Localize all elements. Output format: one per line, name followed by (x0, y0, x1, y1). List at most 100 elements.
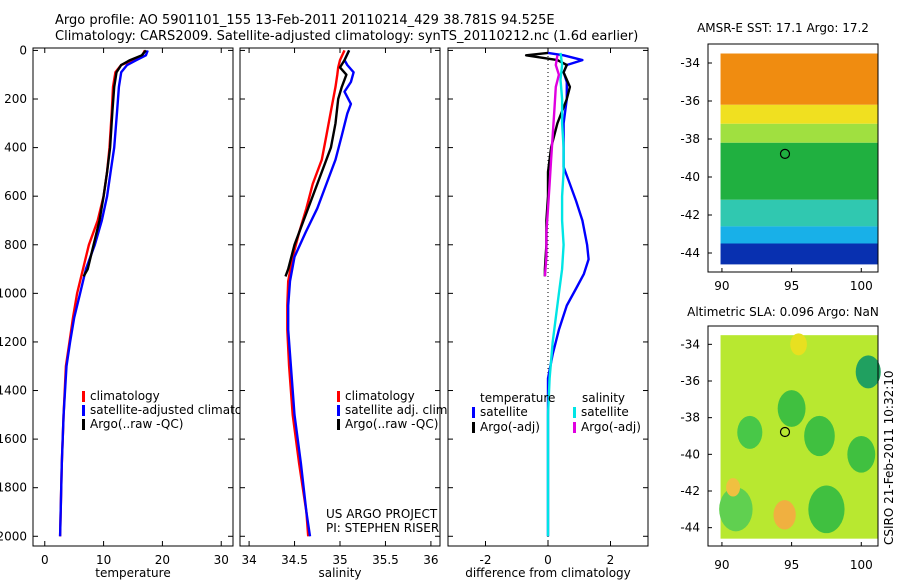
temperature-xtick-label: 10 (96, 553, 111, 567)
salinity-xtick-label: 35.5 (372, 553, 399, 567)
sla-blob (719, 487, 753, 532)
map-ytick-label: -42 (680, 208, 700, 222)
depth-tick-label: 200 (4, 92, 27, 106)
sst-band (720, 142, 878, 200)
temperature-xlabel: temperature (95, 566, 170, 580)
legend-swatch (573, 407, 576, 418)
annotation-line: PI: STEPHEN RISER (326, 521, 439, 535)
legend-label: Argo(..raw -QC) (345, 417, 438, 431)
map-ytick-label: -36 (680, 374, 700, 388)
sla-blob (804, 415, 835, 457)
map-ytick-label: -42 (680, 484, 700, 498)
legend-swatch (82, 405, 85, 416)
sla-blob (726, 478, 741, 497)
depth-tick-label: 1600 (0, 432, 27, 446)
sst_map-frame (707, 43, 879, 273)
legend-label: Argo(-adj) (581, 420, 641, 434)
sla-blob (847, 436, 876, 473)
legend-swatch (573, 422, 576, 433)
sla-blob (773, 500, 796, 530)
depth-tick-label: 0 (19, 43, 27, 57)
legend-swatch (337, 405, 340, 416)
map-ytick-label: -38 (680, 411, 700, 425)
temperature-xtick-label: 30 (214, 553, 229, 567)
sla_map-title: Altimetric SLA: 0.096 Argo: NaN (687, 305, 879, 319)
salinity-xtick-label: 36 (423, 553, 438, 567)
map-ytick-label: -38 (680, 132, 700, 146)
map-ytick-label: -36 (680, 94, 700, 108)
map-xtick-label: 100 (850, 279, 873, 293)
map-xtick-label: 100 (850, 558, 873, 572)
temperature-panel: 0 10 20 30 0 200 400 600 800 1000 1200 1400 1600 1800… (0, 43, 268, 580)
sst-band (720, 53, 878, 105)
legend-swatch (337, 419, 340, 430)
difference-xlabel: difference from climatology (465, 566, 631, 580)
legend-label: satellite adj. clim. (345, 403, 451, 417)
map-ytick-label: -40 (680, 170, 700, 184)
difference-xtick-label: 2 (607, 553, 615, 567)
sst-band (720, 104, 878, 124)
legend-title-temperature: temperature (480, 391, 555, 405)
sst_map-title: AMSR-E SST: 17.1 Argo: 17.2 (697, 21, 869, 35)
legend-swatch (337, 391, 340, 402)
sst_map-panel: -34 -36 -38 -40 -42 -44 90 95 100 AMSR-E SST: 17.… (680, 21, 879, 293)
legend-label: satellite (480, 405, 528, 419)
series-line-satellite-adjusted-climatology (58, 49, 149, 537)
sla-blob (777, 390, 806, 427)
map-ytick-label: -40 (680, 447, 700, 461)
sla-blob (790, 333, 807, 356)
legend-label: climatology (345, 389, 415, 403)
sla-blob (855, 355, 881, 389)
map-ytick-label: -34 (680, 56, 700, 70)
map-xtick-label: 90 (714, 279, 729, 293)
salinity-xlabel: salinity (318, 566, 361, 580)
salinity-panel: 34 34.5 35 35.5 36 salinity climatologysatelli… (239, 47, 451, 580)
map-xtick-label: 90 (714, 558, 729, 572)
salinity-xtick-label: 34.5 (281, 553, 308, 567)
legend-swatch (82, 391, 85, 402)
sla_map-frame (707, 325, 879, 547)
sst-band (720, 226, 878, 244)
temperature-xtick-label: 20 (155, 553, 170, 567)
series-line-salinity-argo-adj- (543, 55, 561, 277)
sst-band (720, 199, 878, 227)
legend-swatch (472, 407, 475, 418)
sla-blob (737, 415, 763, 449)
argo-position-marker (779, 426, 791, 438)
depth-tick-label: 800 (4, 238, 27, 252)
temperature-xtick-label: 0 (41, 553, 49, 567)
salinity-xtick-label: 35 (332, 553, 347, 567)
depth-tick-label: 400 (4, 141, 27, 155)
temperature-axes-box (32, 47, 234, 547)
sla_map-panel: -34 -36 -38 -40 -42 -44 90 95 100 Altimetric SLA:… (680, 305, 881, 572)
map-ytick-label: -34 (680, 337, 700, 351)
depth-tick-label: 1400 (0, 384, 27, 398)
sla-blob (808, 485, 845, 534)
legend-label: satellite (581, 405, 629, 419)
legend-label: Argo(-adj) (480, 420, 540, 434)
series-line-salinity-satellite (546, 52, 565, 537)
map-ytick-label: -44 (680, 246, 700, 260)
difference-xtick-label: -2 (480, 553, 492, 567)
sst-band (720, 123, 878, 143)
depth-tick-label: 2000 (0, 529, 27, 543)
depth-tick-label: 600 (4, 189, 27, 203)
legend-label: satellite-adjusted climatology (90, 403, 268, 417)
legend-swatch (82, 419, 85, 430)
series-line-argo-raw-qc- (82, 49, 147, 277)
timestamp-side-label: CSIRO 21-Feb-2011 10:32:10 (882, 370, 896, 545)
legend-title-salinity: salinity (582, 391, 625, 405)
map-ytick-label: -44 (680, 521, 700, 535)
difference-xtick-label: 0 (544, 553, 552, 567)
series-line-argo-raw-qc- (284, 49, 351, 277)
depth-tick-label: 1800 (0, 481, 27, 495)
legend-label: climatology (90, 389, 160, 403)
map-xtick-label: 95 (784, 279, 799, 293)
depth-tick-label: 1200 (0, 335, 27, 349)
annotation-line: US ARGO PROJECT (326, 507, 438, 521)
figure-title-line1: Argo profile: AO 5901101_155 13-Feb-2011… (55, 13, 555, 28)
depth-tick-label: 1000 (0, 286, 27, 300)
sst-band (720, 243, 878, 265)
